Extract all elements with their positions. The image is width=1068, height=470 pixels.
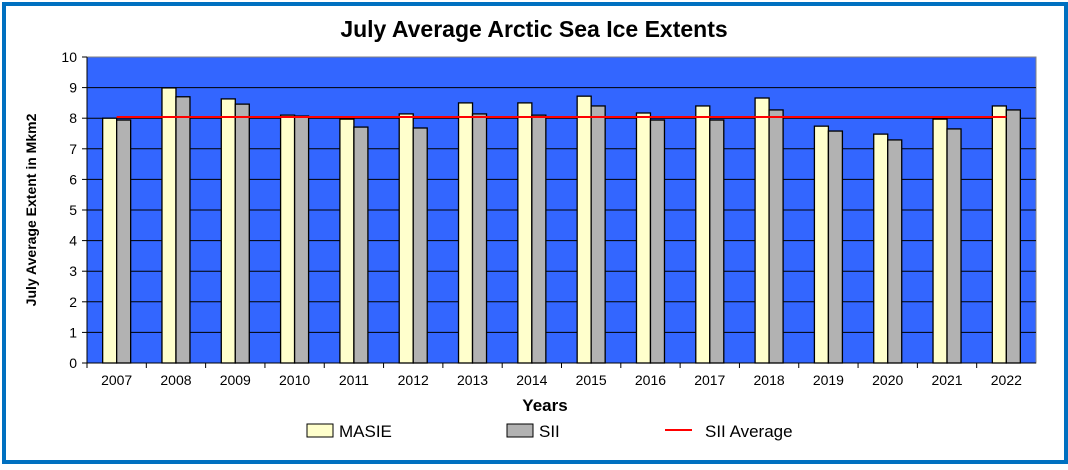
bar-sii-2014 [531, 114, 547, 364]
bar-sii-2011 [353, 126, 369, 364]
y-tick-label: 10 [61, 49, 77, 65]
x-tick-label: 2013 [457, 372, 488, 388]
y-tick-label: 8 [69, 110, 77, 126]
chart-title: July Average Arctic Sea Ice Extents [340, 16, 727, 42]
y-tick-label: 3 [69, 263, 77, 279]
bar-sii-2017 [709, 119, 725, 364]
bar-sii-2013 [471, 113, 488, 364]
bar-sii-2010 [293, 115, 310, 364]
y-tick-label: 0 [69, 355, 77, 371]
bar-masie-2013 [457, 102, 474, 364]
y-tick-label: 2 [69, 294, 77, 310]
x-tick-label: 2011 [339, 372, 369, 388]
bar-sii-2007 [116, 119, 132, 364]
bar-masie-2008 [161, 87, 177, 364]
bar-sii-2019 [827, 130, 844, 364]
legend-label-sii-average: SII Average [705, 422, 793, 441]
x-tick-label: 2015 [576, 372, 607, 388]
y-tick-label: 1 [69, 324, 77, 340]
y-tick-label: 5 [69, 202, 77, 218]
y-tick-label: 6 [69, 171, 77, 187]
bar-masie-2007 [102, 117, 118, 364]
x-tick-label: 2022 [991, 372, 1022, 388]
bar-masie-2010 [279, 114, 296, 364]
bar-masie-2015 [576, 95, 592, 364]
x-tick-label: 2010 [279, 372, 310, 388]
x-tick-label: 2012 [398, 372, 429, 388]
x-tick-label: 2017 [694, 372, 725, 388]
y-tick-label: 7 [69, 141, 77, 157]
x-tick-label: 2008 [160, 372, 191, 388]
bar-masie-2018 [754, 97, 770, 364]
x-tick-label: 2018 [754, 372, 785, 388]
legend-swatch-sii [506, 423, 534, 438]
bar-masie-2012 [398, 113, 414, 364]
bar-sii-2021 [946, 128, 962, 364]
bar-sii-2012 [412, 127, 428, 364]
bar-sii-2008 [175, 96, 191, 364]
x-tick-label: 2020 [872, 372, 903, 388]
bar-sii-2016 [649, 119, 666, 364]
legend-swatch-masie [306, 423, 334, 438]
bar-masie-2014 [517, 102, 533, 364]
x-tick-label: 2014 [516, 372, 547, 388]
bar-masie-2016 [635, 112, 652, 364]
bar-sii-2018 [768, 109, 784, 364]
x-tick-label: 2007 [101, 372, 132, 388]
bar-masie-2019 [813, 125, 830, 364]
bar-masie-2021 [932, 118, 948, 364]
legend-label-masie: MASIE [339, 422, 392, 441]
bar-sii-2022 [1005, 109, 1021, 364]
bar-sii-2015 [590, 105, 606, 364]
y-tick-label: 4 [69, 233, 77, 249]
bar-sii-2009 [234, 103, 250, 364]
x-tick-label: 2009 [220, 372, 251, 388]
bar-masie-2020 [873, 133, 889, 364]
bar-masie-2022 [991, 105, 1007, 364]
bar-masie-2011 [339, 118, 355, 364]
bar-masie-2017 [695, 105, 711, 364]
y-axis-label: July Average Extent in Mkm2 [23, 113, 39, 306]
legend-label-sii: SII [539, 422, 560, 441]
x-tick-label: 2021 [931, 372, 962, 388]
x-axis-label: Years [522, 396, 567, 415]
x-tick-label: 2016 [635, 372, 666, 388]
x-tick-label: 2019 [813, 372, 844, 388]
bar-sii-2020 [887, 139, 903, 364]
y-tick-label: 9 [69, 80, 77, 96]
legend: MASIE SII SII Average [306, 422, 793, 441]
bar-masie-2009 [220, 98, 236, 364]
